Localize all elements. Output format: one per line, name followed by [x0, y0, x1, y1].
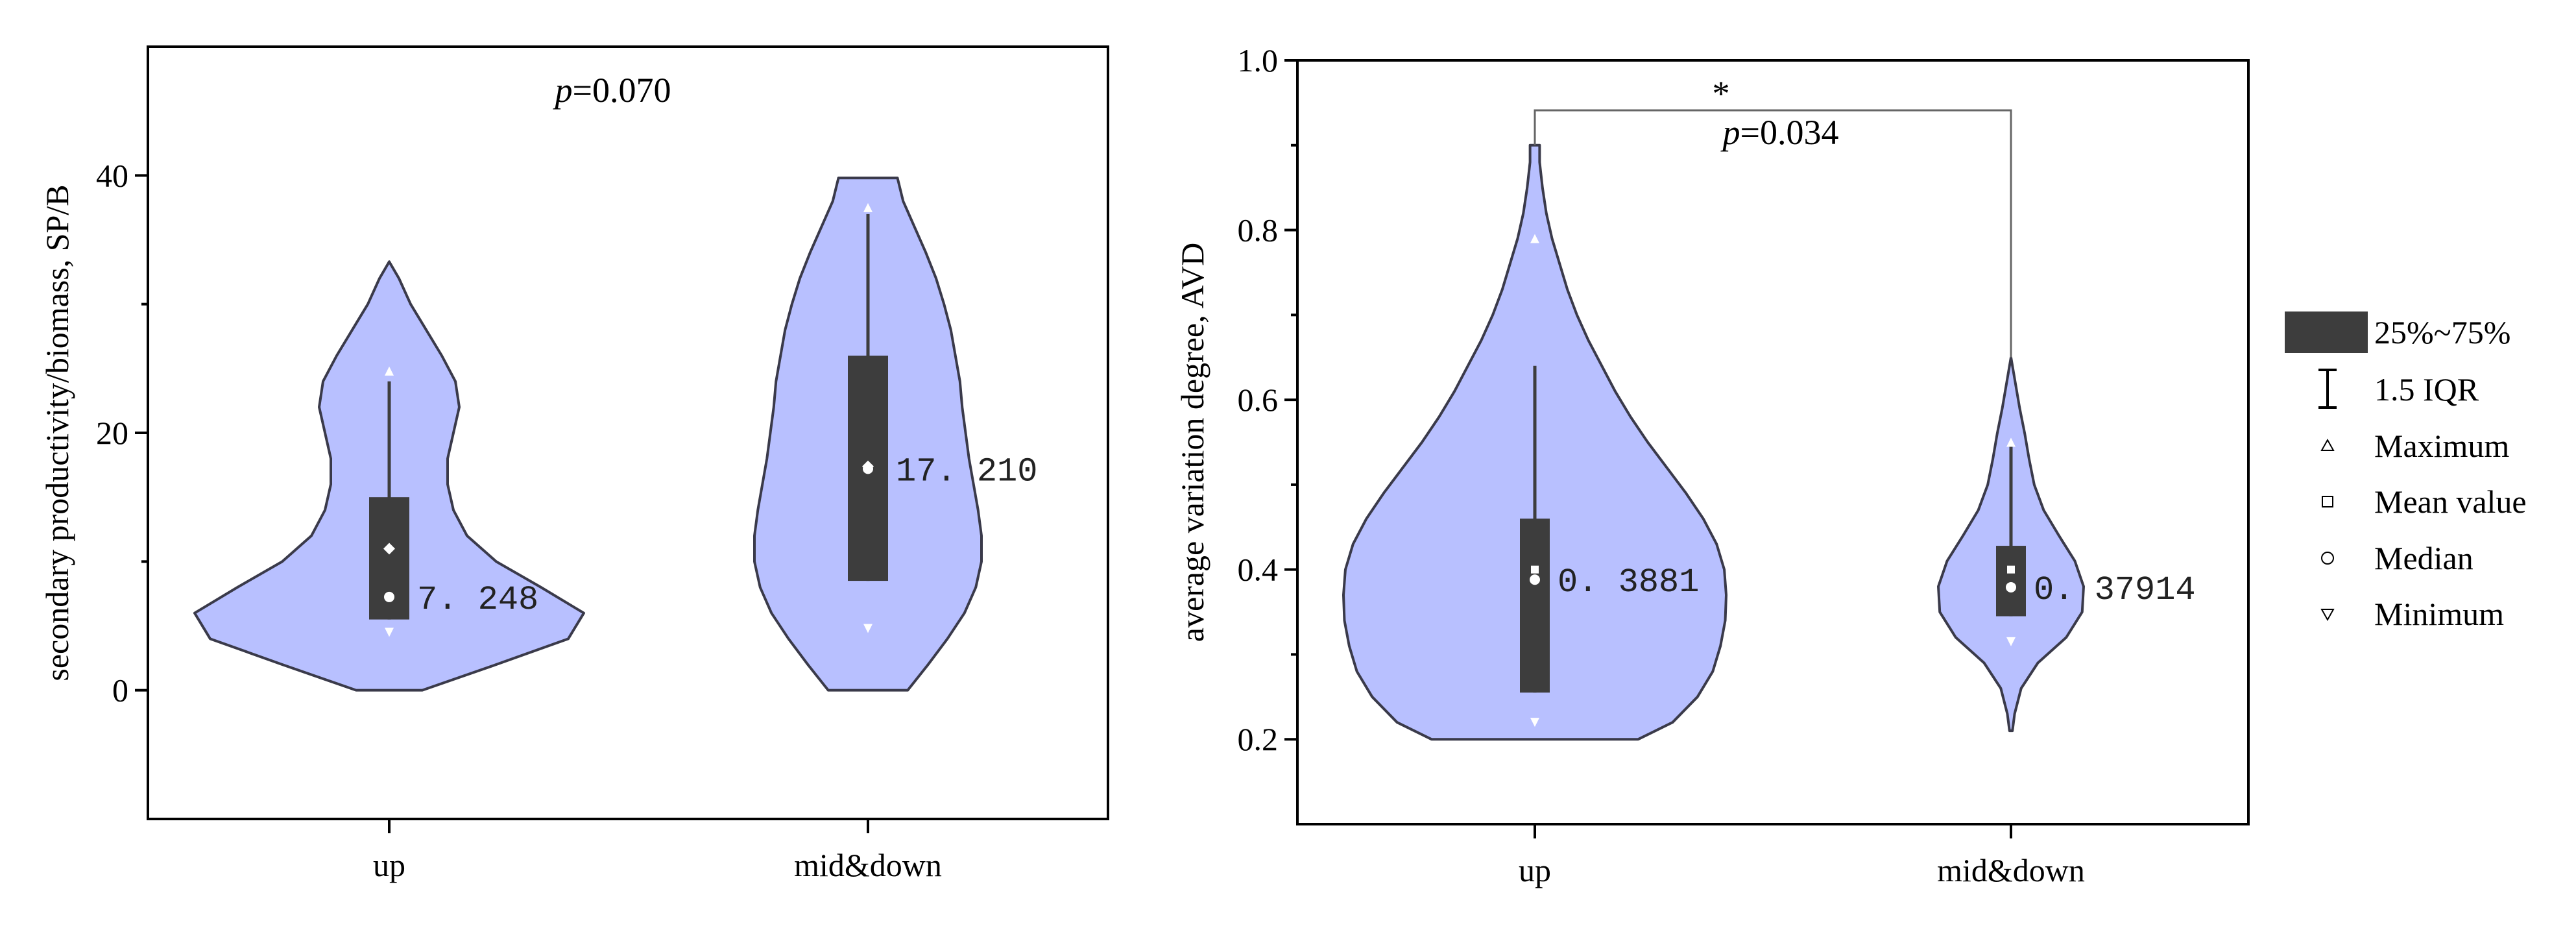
max-marker — [1530, 234, 1539, 243]
median-label: 0. 3881 — [1558, 563, 1699, 602]
legend-item-iqr: 1.5 IQR — [2318, 369, 2479, 409]
violin-group-middown: 17. 210 — [753, 177, 1037, 692]
median-marker — [384, 591, 394, 602]
legend-circle-icon — [2321, 552, 2334, 565]
y-tick-label: 40 — [96, 157, 128, 193]
significance-star: * — [1713, 74, 1730, 113]
max-marker — [863, 202, 873, 212]
violin-group-up: 0. 3881 — [1342, 143, 1727, 741]
mean-marker — [2007, 565, 2015, 574]
legend-square-icon — [2322, 496, 2333, 507]
x-tick-label-up: up — [373, 847, 405, 883]
median-marker — [1530, 574, 1540, 585]
plot-frame — [1296, 59, 2250, 825]
chart-1: 0 20 40 secondary productivity/biomass, SP/… — [39, 45, 1109, 883]
legend-item-triangle-down: Minimum — [2320, 596, 2504, 632]
y-tick-label: 0.4 — [1238, 552, 1279, 588]
y-tick-label: 0.8 — [1238, 212, 1279, 249]
violin-group-middown: 0. 37914 — [1937, 356, 2196, 733]
median-label: 7. 248 — [417, 581, 538, 619]
max-marker — [2006, 437, 2016, 447]
legend-box-swatch — [2285, 311, 2368, 353]
legend-label: Median — [2374, 540, 2474, 576]
iqr-box — [1996, 546, 2026, 617]
x-tick-label-middown: mid&down — [794, 847, 942, 883]
min-marker — [385, 628, 394, 637]
p-symbol: p — [553, 71, 573, 110]
iqr-box — [1520, 519, 1550, 693]
legend-triangle-down-icon — [2320, 609, 2335, 622]
p-value-annotation: p=0.070 — [553, 71, 671, 110]
x-tick-label-middown: mid&down — [1937, 852, 2085, 888]
max-marker — [385, 366, 394, 376]
y-tick-label: 20 — [96, 415, 128, 451]
y-tick-label: 0.2 — [1238, 721, 1279, 757]
legend: 25%~75% 1.5 IQR Maximum Mean value Median Min… — [2285, 311, 2527, 632]
legend-item-circle: Median — [2321, 540, 2474, 576]
y-tick-label: 0.6 — [1238, 382, 1279, 418]
median-label: 17. 210 — [896, 452, 1037, 491]
min-marker — [863, 624, 873, 633]
y-tick-label: 1.0 — [1238, 42, 1279, 79]
legend-label: 1.5 IQR — [2374, 371, 2479, 408]
legend-item-triangle-up: Maximum — [2320, 428, 2509, 464]
median-label: 0. 37914 — [2034, 571, 2196, 609]
legend-item-square: Mean value — [2322, 483, 2527, 520]
y-axis-title: secondary productivity/biomass, SP/B — [39, 184, 75, 681]
p-symbol: p — [1720, 113, 1740, 152]
legend-item-box: 25%~75% — [2285, 311, 2510, 353]
legend-label: 25%~75% — [2374, 314, 2510, 350]
mean-marker — [383, 543, 395, 555]
min-marker — [2006, 637, 2016, 646]
significance-bracket — [1534, 109, 2012, 358]
violin-group-up: 7. 248 — [193, 260, 585, 692]
median-marker — [2006, 581, 2016, 592]
min-marker — [1530, 718, 1539, 727]
p-value-text: =0.070 — [573, 71, 671, 110]
y-tick-label: 0 — [112, 672, 128, 709]
legend-label: Minimum — [2374, 596, 2504, 632]
p-value-text: =0.034 — [1740, 113, 1839, 152]
legend-triangle-up-icon — [2320, 438, 2335, 451]
p-value-annotation: p=0.034 — [1720, 113, 1839, 152]
chart-2: 0.2 0.4 0.6 0.8 1.0 average variation degree,… — [1174, 42, 2250, 888]
mean-marker — [1531, 565, 1539, 574]
y-axis-title: average variation degree, AVD — [1174, 243, 1210, 642]
legend-label: Maximum — [2374, 428, 2509, 464]
legend-label: Mean value — [2374, 483, 2527, 520]
x-tick-label-up: up — [1519, 852, 1551, 888]
median-marker — [863, 463, 873, 474]
